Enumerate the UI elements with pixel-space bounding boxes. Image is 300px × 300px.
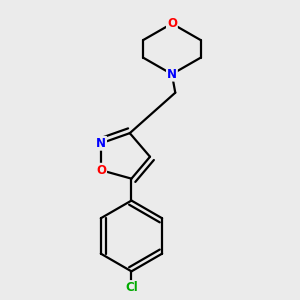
Text: O: O (96, 164, 106, 177)
Text: O: O (167, 17, 177, 30)
Text: N: N (96, 137, 106, 150)
Text: N: N (167, 68, 177, 81)
Text: Cl: Cl (125, 281, 138, 294)
